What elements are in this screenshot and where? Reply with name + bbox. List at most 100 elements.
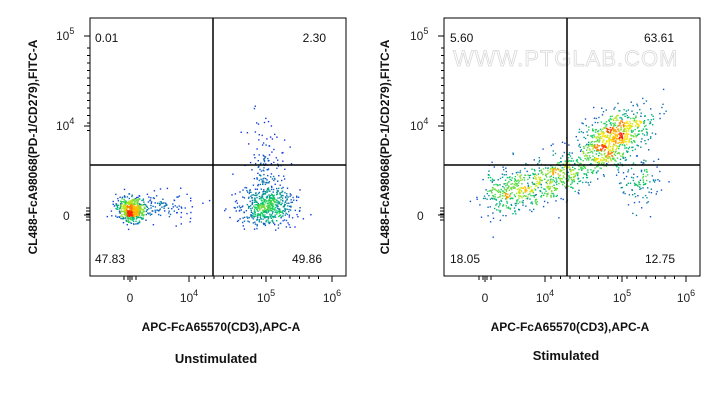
event-dot [591, 143, 593, 146]
x-tick-label-4: 104 [180, 288, 198, 305]
event-dot [642, 133, 644, 135]
event-dot [619, 162, 622, 164]
event-dot [612, 157, 614, 159]
event-dot [119, 207, 122, 209]
event-dot [644, 140, 646, 142]
event-dot [557, 177, 560, 179]
event-dot [541, 194, 543, 197]
event-dot [591, 171, 594, 173]
event-dot [261, 197, 263, 199]
event-dot [140, 205, 142, 208]
event-dot [640, 130, 643, 132]
event-dot [246, 190, 248, 192]
event-dot [618, 141, 621, 144]
event-dot [258, 139, 260, 141]
event-dot [135, 210, 137, 212]
event-dot [604, 142, 607, 145]
event-dot [160, 201, 163, 203]
event-dot [642, 175, 645, 178]
event-dot [606, 155, 608, 157]
event-dot [603, 122, 605, 125]
event-dot [250, 209, 252, 212]
event-dot [621, 135, 623, 137]
event-dot [119, 196, 121, 198]
event-dot [597, 130, 599, 133]
event-dot [613, 128, 615, 131]
event-dot [487, 190, 489, 193]
event-dot [591, 124, 594, 126]
event-dot [616, 147, 618, 149]
event-dot [494, 198, 496, 200]
event-dot [632, 177, 635, 179]
event-dot [609, 153, 611, 155]
event-dot [116, 205, 118, 208]
event-dot [514, 195, 516, 198]
event-dot [549, 176, 551, 178]
event-dot [622, 153, 625, 155]
event-dot [270, 207, 273, 210]
event-dot [232, 173, 234, 175]
event-dot [595, 140, 597, 143]
event-dot [258, 197, 261, 200]
event-dot [582, 165, 585, 167]
event-dot [115, 207, 117, 210]
event-dot [281, 215, 283, 218]
event-dot [260, 196, 262, 198]
event-dot [176, 206, 178, 208]
event-dot [264, 157, 266, 159]
event-dot [615, 165, 617, 167]
event-dot [289, 146, 291, 148]
event-dot [612, 146, 614, 148]
event-dot [250, 191, 252, 194]
event-dot [158, 209, 161, 211]
event-dot [614, 122, 616, 124]
event-dot [627, 148, 630, 150]
event-dot [265, 117, 267, 120]
event-dot [543, 178, 546, 180]
event-dot [607, 134, 609, 136]
event-dot [259, 205, 261, 207]
event-dot [643, 122, 645, 124]
event-dot [499, 211, 501, 213]
event-dot [553, 184, 555, 186]
event-dot [137, 199, 139, 201]
event-dot [527, 196, 529, 198]
event-dot [605, 141, 607, 144]
event-dot [564, 142, 566, 144]
event-dot [497, 189, 500, 191]
event-dot [292, 196, 294, 199]
event-dot [611, 139, 613, 142]
event-dot [154, 211, 157, 213]
event-dot [505, 183, 507, 185]
event-dot [541, 179, 543, 182]
event-dot [282, 206, 284, 208]
event-dot [164, 205, 166, 207]
event-dot [587, 152, 589, 154]
event-dot [524, 187, 527, 189]
event-dot [266, 191, 268, 193]
event-dot [137, 215, 139, 217]
event-dot [653, 181, 656, 183]
event-dot [606, 140, 608, 142]
event-dot [598, 134, 600, 136]
event-dot [615, 140, 617, 142]
event-dot [134, 198, 136, 200]
event-dot [654, 179, 657, 181]
event-dot [635, 115, 637, 117]
event-dot [276, 213, 278, 215]
event-dot [563, 176, 565, 179]
event-dot [592, 128, 594, 130]
event-dot [186, 193, 188, 195]
event-dot [258, 165, 260, 168]
event-dot [580, 131, 583, 133]
event-dot [154, 202, 156, 204]
event-dot [282, 151, 284, 154]
event-dot [631, 189, 633, 191]
event-dot [611, 115, 613, 117]
event-dot [617, 142, 619, 144]
event-dot [273, 161, 275, 164]
event-dot [268, 182, 270, 184]
event-dot [605, 160, 608, 162]
event-dot [255, 206, 257, 208]
event-dot [631, 131, 633, 133]
